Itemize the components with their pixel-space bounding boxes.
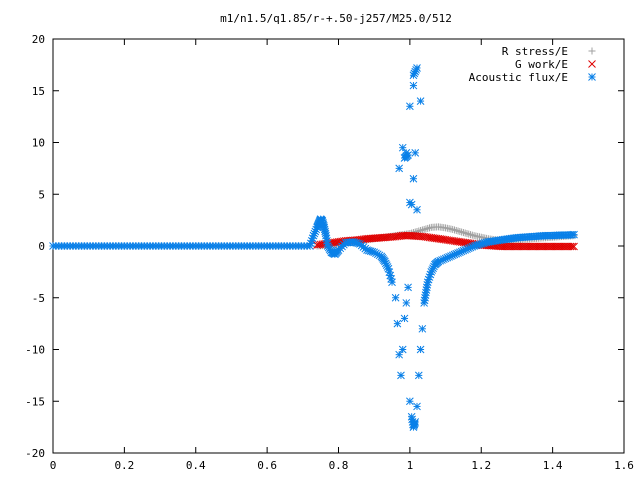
series-point	[468, 231, 476, 239]
y-tick-label: 5	[38, 188, 45, 201]
series-point	[409, 174, 418, 183]
series-point	[465, 230, 473, 238]
x-tick-label: 0.8	[329, 459, 349, 472]
series-point	[397, 371, 405, 380]
series-point	[414, 371, 423, 380]
series-point	[424, 224, 432, 232]
series-point	[449, 225, 457, 233]
legend-marker	[588, 47, 596, 55]
series-layer	[49, 64, 578, 431]
chart-title: m1/n1.5/q1.85/r-+.50-j257/M25.0/512	[220, 12, 452, 25]
y-tick-label: 10	[32, 137, 45, 150]
y-tick-label: -20	[25, 447, 45, 460]
x-tick-label: 1.2	[471, 459, 491, 472]
series-point	[411, 418, 420, 426]
legend-marker	[588, 60, 596, 68]
series-point	[404, 151, 412, 159]
series-point	[420, 225, 428, 233]
x-tick-label: 1.6	[614, 459, 634, 472]
series-point	[400, 314, 409, 323]
series-point	[395, 350, 404, 359]
series-point	[409, 81, 418, 90]
y-tick-label: 20	[32, 33, 45, 46]
series-point	[395, 164, 404, 173]
legend-label: G work/E	[515, 58, 568, 71]
series-point	[458, 228, 466, 236]
series-point	[402, 299, 411, 307]
x-tick-label: 0	[50, 459, 57, 472]
series-point	[426, 224, 434, 232]
y-tick-label: 0	[38, 240, 45, 253]
series-1	[313, 231, 578, 251]
series-point	[566, 242, 575, 251]
series-point	[422, 225, 430, 233]
series-point	[450, 226, 458, 234]
series-acoustic-flux-baseline	[49, 242, 311, 250]
series-point	[406, 397, 414, 406]
series-point	[456, 228, 464, 236]
axes: 0 0.2 0.4 0.6 0.8 1 1.2 1.4 1.6 -20 -15 -10 -5 0 5 10 15…	[25, 33, 634, 472]
x-tick-label: 0.2	[114, 459, 134, 472]
series-point	[411, 148, 420, 157]
legend-label: Acoustic flux/E	[469, 71, 568, 84]
series-point	[406, 102, 414, 111]
series-point	[398, 345, 407, 354]
series-point	[454, 227, 462, 235]
y-tick-label: -10	[25, 344, 45, 357]
legend-marker	[588, 73, 596, 81]
y-tick-label: 15	[32, 85, 45, 98]
series-point	[413, 402, 421, 411]
series-point	[459, 229, 467, 237]
series-point	[568, 242, 577, 251]
series-point	[413, 205, 421, 214]
series-point	[391, 293, 400, 302]
series-point	[416, 345, 425, 354]
series-point	[418, 226, 426, 234]
series-point	[463, 230, 471, 238]
x-tick-label: 0.4	[186, 459, 206, 472]
series-point	[413, 64, 421, 72]
y-tick-label: -5	[32, 292, 45, 305]
series-point	[382, 261, 391, 270]
series-point	[393, 319, 402, 328]
x-tick-label: 0.6	[257, 459, 277, 472]
x-tick-label: 1.4	[543, 459, 563, 472]
series-point	[418, 324, 427, 333]
series-point	[570, 230, 578, 239]
series-point	[398, 143, 407, 152]
series-point	[436, 256, 445, 265]
series-point	[461, 229, 469, 237]
series-point	[404, 283, 412, 292]
series-2	[306, 64, 578, 431]
series-point	[406, 198, 414, 207]
legend-label: R stress/E	[502, 45, 568, 58]
series-point	[416, 97, 425, 105]
series-point	[452, 226, 460, 234]
series-point	[570, 242, 578, 251]
y-tick-label: -15	[25, 395, 45, 408]
x-tick-label: 1	[407, 459, 414, 472]
series-point	[388, 278, 396, 287]
series-point	[467, 231, 475, 239]
